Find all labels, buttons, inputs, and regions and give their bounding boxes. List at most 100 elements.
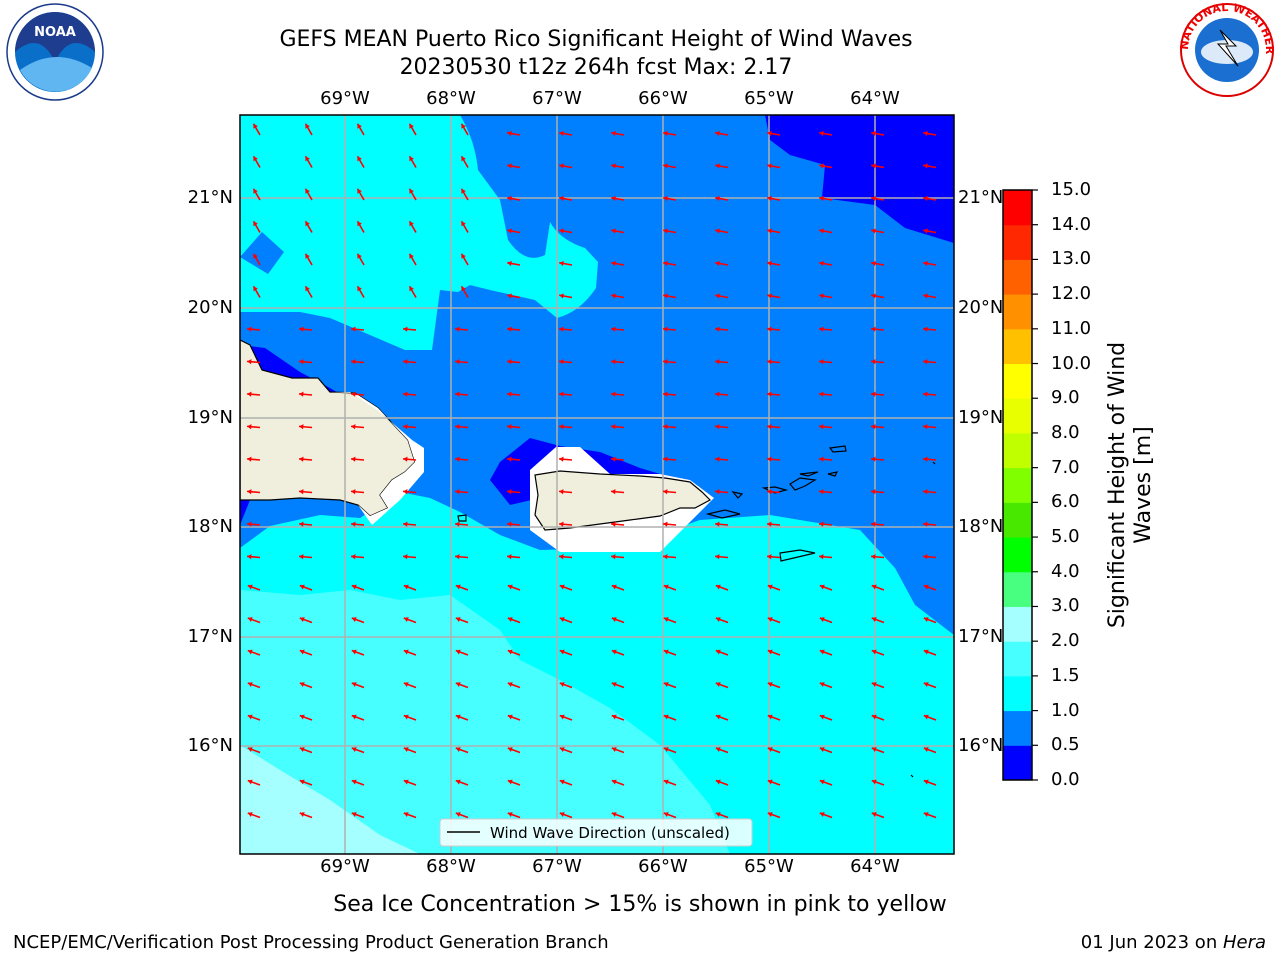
colorbar-tick-label: 4.0: [1051, 560, 1080, 582]
wind-wave-arrowhead: [559, 812, 565, 817]
wind-wave-arrowhead: [253, 188, 258, 194]
wind-wave-arrowhead: [871, 554, 876, 560]
wind-wave-arrowhead: [403, 554, 408, 560]
wind-wave-arrowhead: [455, 714, 461, 720]
wind-wave-arrowhead: [871, 489, 876, 495]
wind-wave-arrowhead: [559, 260, 564, 267]
wind-wave-arrowhead: [559, 130, 564, 137]
wind-wave-arrowhead: [715, 391, 720, 397]
lat-label-right-20n: 20°N: [958, 297, 1004, 318]
wind-wave-arrowhead: [663, 228, 668, 234]
wind-wave-arrowhead: [403, 391, 408, 397]
wind-wave-arrowhead: [819, 391, 824, 397]
wind-wave-arrowhead: [871, 163, 876, 169]
footer-credit: NCEP/EMC/Verification Post Processing Pr…: [13, 932, 609, 953]
lat-label-left-21n: 21°N: [187, 187, 233, 208]
wind-wave-arrowhead: [871, 747, 877, 752]
wind-wave-arrowhead: [299, 359, 304, 365]
wind-wave-arrowhead: [559, 424, 564, 430]
wind-wave-arrowhead: [663, 456, 668, 462]
wind-wave-arrowhead: [923, 714, 929, 720]
wind-wave-arrowhead: [767, 584, 773, 590]
wind-wave-arrowhead: [507, 554, 512, 560]
wind-wave-arrowhead: [819, 649, 825, 655]
wind-wave-arrowhead: [403, 714, 409, 720]
wind-wave-arrowhead: [819, 747, 825, 752]
wind-wave-arrowhead: [409, 123, 414, 129]
colorbar-segment-10: [1003, 398, 1032, 434]
wind-wave-arrowhead: [351, 424, 356, 430]
wind-wave-arrowhead: [299, 584, 305, 590]
wind-wave-arrowhead: [253, 286, 258, 292]
wind-wave-arrowhead: [663, 326, 668, 332]
wind-wave-arrowhead: [409, 253, 414, 259]
wind-wave-arrowhead: [357, 221, 362, 227]
wind-wave-arrowhead: [871, 195, 876, 202]
wind-wave-arrowhead: [871, 584, 877, 590]
wind-wave-arrowhead: [715, 714, 721, 720]
wind-wave-arrowhead: [715, 326, 720, 332]
colorbar-tick-label: 1.0: [1051, 699, 1080, 721]
wind-wave-arrowhead: [923, 130, 928, 137]
wind-wave-arrowhead: [507, 326, 512, 332]
colorbar-segment-9: [1003, 432, 1032, 469]
wind-wave-arrowhead: [247, 779, 253, 785]
wind-wave-arrowhead: [923, 747, 929, 752]
wind-wave-arrowhead: [507, 489, 512, 495]
wind-wave-arrowhead: [247, 554, 252, 560]
lon-label-top-67w: 67°W: [532, 88, 582, 109]
wind-wave-arrowhead: [357, 286, 362, 292]
wind-wave-arrowhead: [507, 617, 513, 622]
wind-wave-arrowhead: [507, 714, 513, 720]
colorbar-tick-label: 0.5: [1051, 734, 1080, 756]
wind-wave-arrowhead: [351, 391, 356, 397]
lon-label-top-68w: 68°W: [426, 88, 476, 109]
wind-wave-arrowhead: [819, 714, 825, 720]
wind-wave-arrowhead: [403, 359, 408, 365]
wind-wave-arrowhead: [247, 424, 252, 430]
wind-wave-arrowhead: [507, 521, 512, 527]
wind-wave-arrowhead: [663, 812, 669, 817]
wind-wave-arrowhead: [819, 260, 824, 267]
wind-wave-arrowhead: [507, 682, 513, 687]
wind-wave-arrowhead: [409, 286, 414, 292]
wind-wave-arrowhead: [611, 424, 616, 430]
footer-date-text: 01 Jun 2023 on: [1080, 932, 1223, 953]
wind-wave-arrowhead: [507, 649, 513, 655]
wind-wave-arrowhead: [819, 489, 824, 495]
lon-label-top-66w: 66°W: [638, 88, 688, 109]
colorbar-label-line2: Waves [m]: [1131, 426, 1156, 543]
lon-label-bottom-68w: 68°W: [426, 856, 476, 877]
wind-wave-arrowhead: [351, 326, 356, 332]
wind-wave-arrowhead: [611, 617, 617, 622]
lat-label-left-17n: 17°N: [187, 626, 233, 647]
wind-wave-arrowhead: [819, 359, 824, 365]
wind-wave-arrowhead: [715, 682, 721, 687]
wind-wave-arrowhead: [559, 521, 564, 527]
wave-fill-ne-0.0-0.5: [765, 115, 954, 243]
wind-wave-arrowhead: [247, 682, 253, 687]
wind-wave-arrowhead: [715, 293, 720, 299]
colorbar-tick-label: 2.0: [1051, 630, 1080, 652]
wind-wave-arrowhead: [357, 253, 362, 259]
wind-wave-arrowhead: [819, 293, 824, 299]
wind-wave-arrowhead: [819, 554, 824, 560]
lon-label-top-65w: 65°W: [744, 88, 794, 109]
wind-wave-arrowhead: [923, 489, 928, 495]
wind-wave-arrowhead: [663, 649, 669, 655]
wind-wave-arrowhead: [923, 391, 928, 397]
wind-wave-arrowhead: [455, 649, 461, 655]
wind-wave-arrowhead: [461, 221, 466, 227]
wind-wave-arrowhead: [611, 649, 617, 655]
wind-wave-arrowhead: [923, 163, 928, 169]
wind-wave-arrowhead: [409, 221, 414, 227]
wind-wave-arrowhead: [923, 649, 929, 655]
colorbar-segment-14: [1003, 259, 1032, 295]
wind-wave-arrowhead: [455, 489, 460, 495]
wind-wave-arrowhead: [767, 489, 772, 495]
wind-wave-direction-arrows: [246, 123, 937, 819]
colorbar-segment-6: [1003, 537, 1032, 573]
colorbar-segment-2: [1003, 675, 1032, 712]
wind-wave-arrowhead: [611, 584, 617, 590]
wind-wave-arrowhead: [403, 682, 409, 687]
